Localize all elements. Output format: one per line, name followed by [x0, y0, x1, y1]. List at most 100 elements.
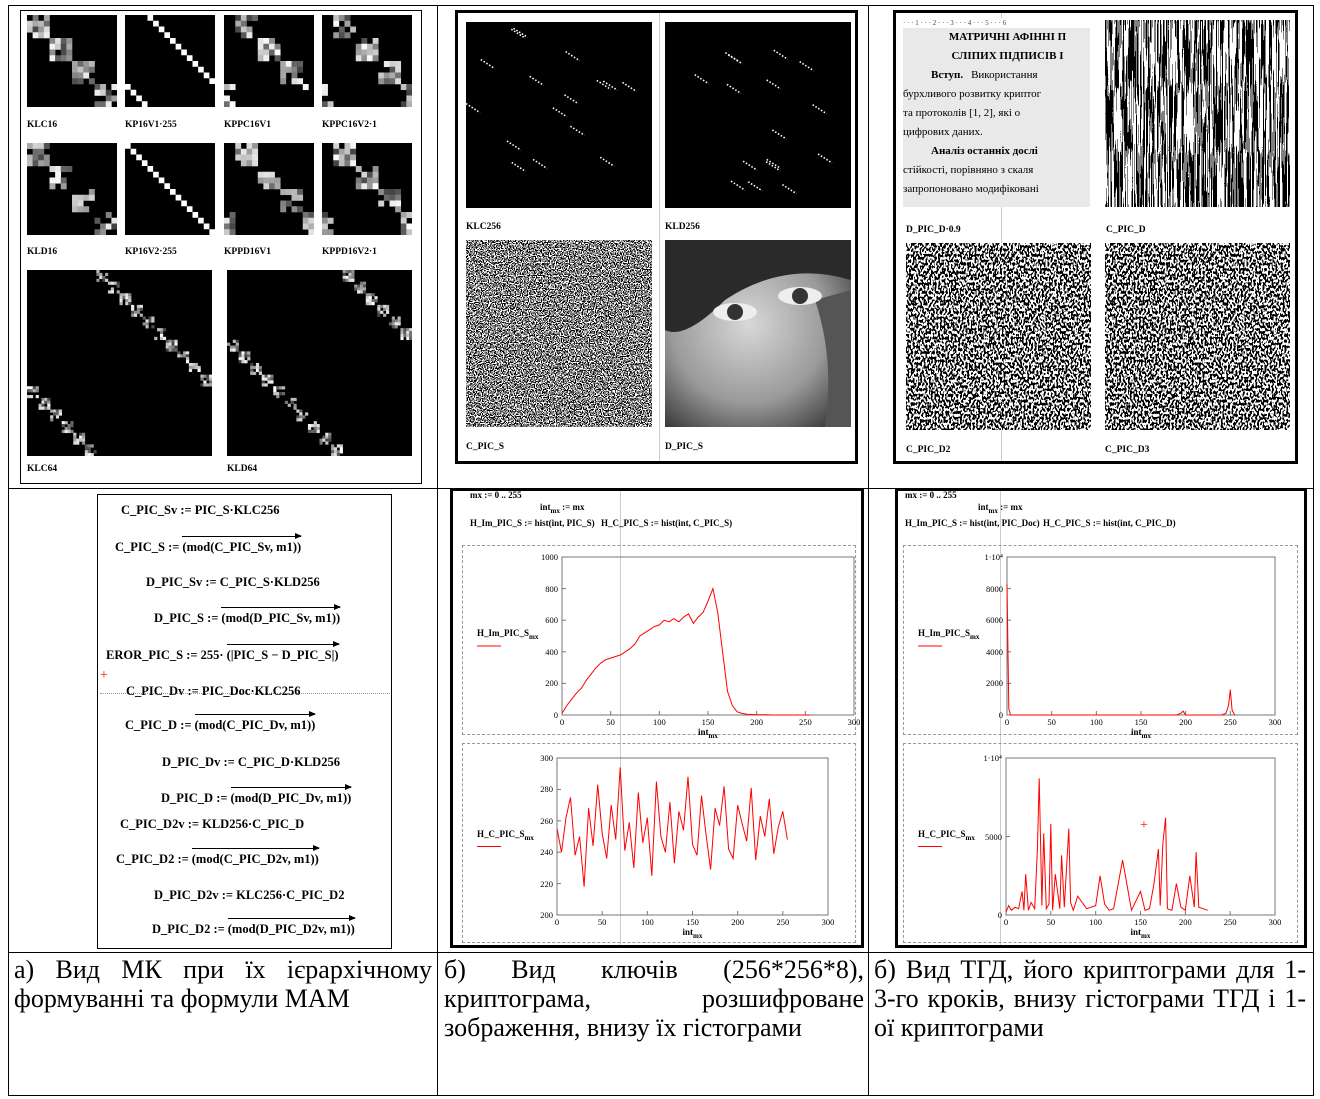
- matrix-cell: [102, 278, 106, 282]
- matrix-cell: [77, 72, 84, 79]
- matrix-cell: [32, 32, 39, 39]
- photo-hair: [665, 240, 851, 332]
- matrix-cell: [264, 383, 268, 387]
- matrix-cell: [336, 444, 341, 448]
- matrix-cell: [94, 89, 101, 96]
- matrix-cell: [72, 61, 78, 68]
- matrix-cell: [131, 313, 135, 317]
- photo-iris: [727, 304, 743, 320]
- matrix-cell: [263, 43, 270, 50]
- matrix-cell: [244, 354, 248, 358]
- key-dots: [596, 79, 612, 91]
- matrix-cell: [257, 177, 264, 184]
- noise: [466, 240, 652, 427]
- matrix-cell: [246, 160, 253, 167]
- matrix-cell: [131, 310, 135, 314]
- document-text: СЛІПИХ ПІДПИСІВ І: [951, 50, 1064, 62]
- matrix-cell: [297, 61, 304, 68]
- matrix-cell: [406, 328, 410, 332]
- text-part: H_C_PIC_S: [477, 828, 525, 839]
- matrix-cell: [395, 78, 402, 85]
- formula: C_PIC_D2 := (mod(C_PIC_D2v, m1)): [116, 845, 320, 867]
- matrix-cell: [409, 336, 412, 341]
- document-line: Вступ. Використання: [903, 66, 1090, 85]
- formula: D_PIC_Dv := C_PIC_D·KLD256: [162, 755, 340, 770]
- matrix-cell: [355, 166, 362, 173]
- matrix-cell: [70, 429, 74, 434]
- formula-lhs: D_PIC_S :=: [154, 611, 219, 625]
- key-dots: [773, 49, 789, 60]
- matrix-cell: [252, 160, 259, 167]
- formula-text: D_PIC_Dv := C_PIC_D·KLD256: [162, 755, 340, 769]
- matrix-cell: [49, 49, 56, 56]
- matrix-cell: [357, 287, 361, 291]
- matrix-cell: [261, 383, 265, 387]
- subscript: mx: [693, 931, 703, 940]
- matrix-cell: [389, 66, 396, 73]
- matrix-cell: [165, 348, 169, 352]
- matrix-cell: [280, 61, 287, 68]
- matrix-cell: [361, 177, 368, 184]
- matrix-cell: [141, 101, 148, 107]
- matrix-cell: [177, 354, 181, 358]
- matrix-cell: [188, 368, 193, 373]
- matrix-cell: [88, 78, 95, 85]
- y-tick-label: 260: [540, 815, 553, 826]
- matrix-cell: [264, 374, 268, 378]
- matrix-cell: [355, 183, 362, 190]
- matrix-cell: [238, 354, 242, 358]
- matrix-cell: [383, 72, 390, 79]
- matrix-cell: [342, 272, 346, 277]
- matrix-cell: [391, 322, 395, 326]
- matrix-cell: [55, 55, 62, 62]
- key-dots: [730, 180, 746, 191]
- matrix-cell: [94, 229, 101, 235]
- matrix-cell: [130, 148, 137, 155]
- matrix-cell: [209, 78, 215, 84]
- matrix-cell: [394, 325, 398, 329]
- matrix-cell: [38, 154, 45, 161]
- x-tick-label: 300: [847, 717, 861, 727]
- matrix-cell: [66, 55, 73, 62]
- matrix-cell: [72, 72, 78, 79]
- matrix-cell: [322, 223, 328, 230]
- matrix-cell: [367, 183, 373, 190]
- caption: а) Вид МК при їх ієрархічному формуванні…: [14, 955, 432, 1013]
- subscript: mx: [1141, 931, 1151, 940]
- matrix-cell: [316, 429, 320, 434]
- matrix-cell: [328, 438, 332, 442]
- matrix-cell: [344, 154, 351, 161]
- matrix-cell: [400, 328, 404, 332]
- table-border: [8, 1095, 1314, 1096]
- matrix-cell: [246, 26, 253, 33]
- matrix-cell: [125, 293, 129, 297]
- key-dots: [565, 50, 581, 62]
- matrix-cell: [395, 206, 402, 213]
- matrix-cell: [153, 20, 159, 27]
- matrix-cell: [116, 284, 120, 288]
- matrix-cell: [258, 371, 262, 375]
- document-text: цифрових даних.: [903, 126, 983, 138]
- x-tick-label: 200: [731, 917, 745, 927]
- table-border: [868, 5, 869, 1096]
- matrix-image: [27, 143, 117, 235]
- matrix-cell: [348, 270, 352, 274]
- matrix-cell: [250, 363, 254, 367]
- x-tick-label: 250: [776, 917, 790, 927]
- matrix-cell: [32, 15, 39, 22]
- matrix-cell: [246, 143, 253, 150]
- matrix-cell: [43, 143, 50, 150]
- matrix-cell: [122, 293, 126, 297]
- matrix-cell: [60, 43, 67, 50]
- formula-header: H_C_PIC_S := hist(int, C_PIC_D): [1043, 518, 1176, 528]
- matrix-cell: [66, 166, 73, 173]
- matrix-cell: [73, 435, 77, 439]
- matrix-cell: [264, 377, 268, 381]
- matrix-cell: [157, 328, 161, 332]
- matrix-cell: [378, 189, 385, 196]
- matrix-cell: [351, 272, 355, 277]
- formula-lhs: C_PIC_S :=: [115, 540, 180, 554]
- matrix-cell: [388, 322, 393, 326]
- matrix-cell: [72, 66, 78, 73]
- matrix-cell: [263, 183, 270, 190]
